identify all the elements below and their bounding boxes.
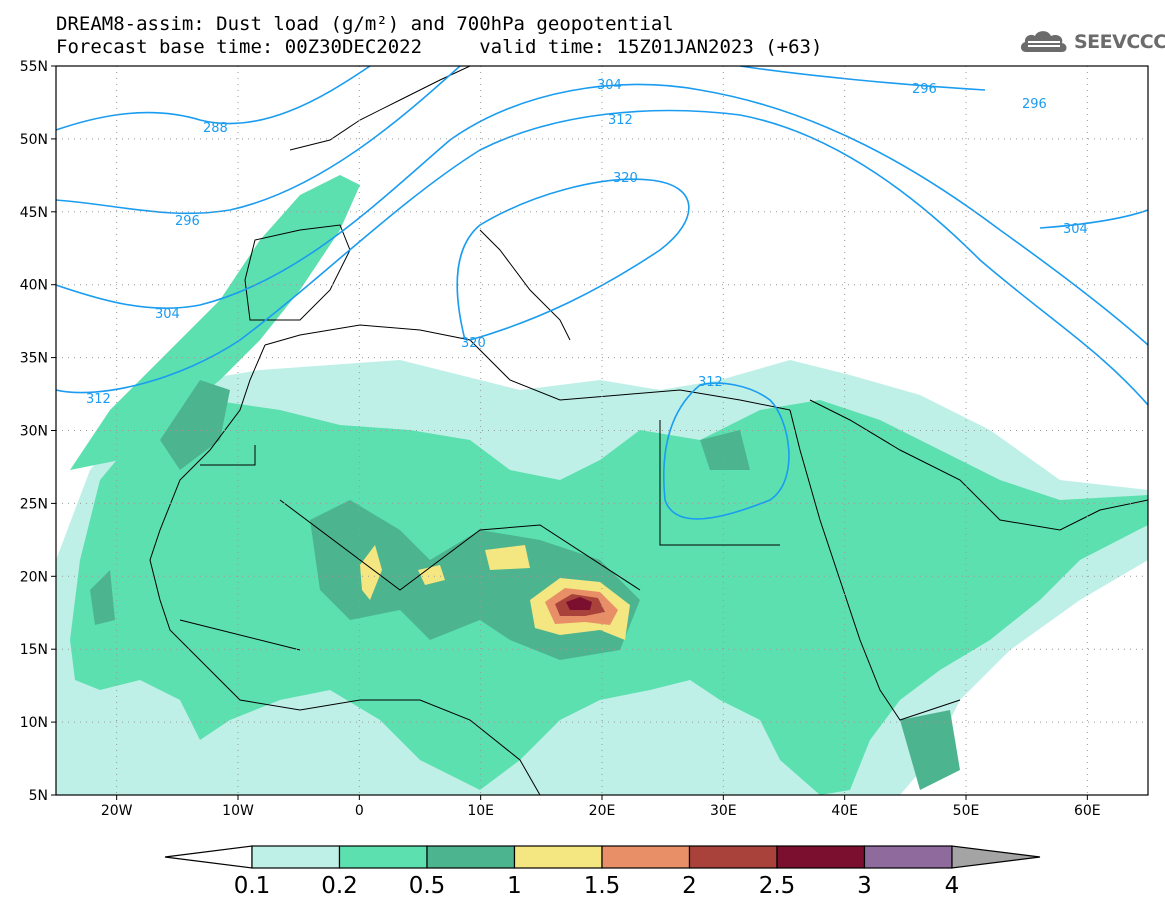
contour-label: 304 [155,307,180,322]
colorbar-segment [251,845,341,869]
colorbar-segment [426,845,516,869]
lat-label: 45N [20,205,48,221]
lon-label: 40E [831,803,858,819]
contour-312-closed [662,382,790,520]
colorbar-segment [863,845,953,869]
colorbar-segment [688,845,778,869]
coastline-africa-west [149,344,541,795]
coastline-redsea [789,409,961,721]
colorbar-underflow [164,845,253,869]
border-lines [179,420,780,651]
colorbar-label: 0.5 [409,873,446,899]
contour-label: 320 [461,336,486,351]
contour-label: 312 [86,392,111,407]
coastlines [149,66,1148,795]
colorbar-segment [601,845,691,869]
dust-region-darkred [566,597,592,610]
axis-labels: 55N 50N 45N 40N 35N 30N 25N 20N 15N 10N 5N 20W 10W 0 1… [20,59,1101,819]
dust-plume-coast [70,175,360,470]
forecast-time-line: Forecast base time: 00Z30DEC2022 valid t… [56,36,823,58]
colorbar-label: 3 [857,873,872,899]
colorbar-overflow [951,845,1041,869]
contour-296 [56,66,986,215]
lon-label: 0 [355,803,364,819]
contour-label: 296 [175,214,200,229]
colorbar-segment [513,845,603,869]
lat-label: 25N [20,496,48,512]
colorbar-label: 1.5 [584,873,621,899]
lon-label: 20E [589,803,616,819]
colorbar-segment [776,845,866,869]
contour-label: 312 [698,375,723,390]
contour-label: 296 [1022,97,1047,112]
dust-region-dark [90,380,960,790]
contour-label: 312 [608,113,633,128]
lat-label: 10N [20,715,48,731]
chart-title: DREAM8-assim: Dust load (g/m²) and 700hP… [56,13,674,35]
coastline-mediterranean [264,324,791,411]
coastline-iberia [244,224,351,321]
contour-320 [456,178,690,341]
contour-288 [56,66,371,131]
lat-label: 40N [20,278,48,294]
cloud-icon [1020,31,1067,52]
logo-text: SEEVCCC [1074,31,1165,53]
dust-field [56,175,1148,795]
contour-label: 296 [912,82,937,97]
lon-label: 20W [101,803,133,819]
colorbar: 0.1 0.2 0.5 1 1.5 2 2.5 3 4 [164,845,1041,899]
lat-label: 5N [29,788,48,804]
lat-label: 20N [20,569,48,585]
lon-label: 60E [1074,803,1101,819]
colorbar-segment [338,845,428,869]
lon-label: 10E [467,803,494,819]
colorbar-label: 2 [682,873,697,899]
lat-label: 15N [20,642,48,658]
lon-label: 30E [710,803,737,819]
contour-label: 304 [597,78,622,93]
contour-304 [56,83,1148,346]
colorbar-label: 4 [945,873,960,899]
contour-label: 304 [1063,222,1088,237]
lat-label: 50N [20,132,48,148]
lat-label: 35N [20,351,48,367]
seevccc-logo: SEEVCCC [1018,28,1165,56]
contour-304-east [1039,209,1148,229]
lat-label: 55N [20,59,48,75]
contour-label: 320 [613,171,638,186]
lat-label: 30N [20,424,48,440]
coastline-europe-north [289,66,471,151]
colorbar-label: 0.1 [234,873,271,899]
lon-label: 50E [953,803,980,819]
colorbar-label: 0.2 [321,873,358,899]
coastline-italy [479,229,571,341]
coastline-arabia [809,399,1148,531]
contour-label: 288 [203,121,228,136]
colorbar-label: 2.5 [759,873,796,899]
colorbar-label: 1 [507,873,522,899]
lon-label: 10W [222,803,254,819]
